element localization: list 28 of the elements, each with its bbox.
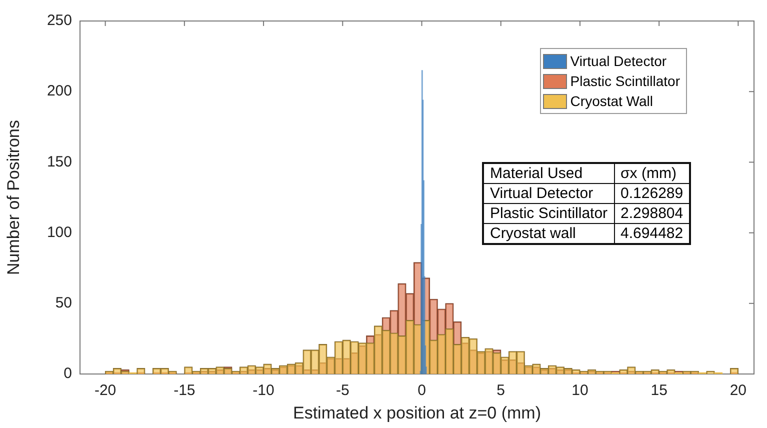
annotation: 4.694482	[614, 224, 690, 244]
y-axis-title: Number of Positrons	[4, 120, 23, 275]
legend-label: Cryostat Wall	[570, 92, 654, 111]
x-tick-label: 0	[418, 382, 426, 400]
x-tick-label: 5	[496, 382, 506, 400]
y-tick-label: 150	[46, 153, 72, 170]
x-tick-label: -20	[94, 382, 116, 400]
x-tick-label: 15	[650, 382, 668, 400]
y-tick-label: 100	[46, 224, 72, 241]
x-tick-label: 20	[730, 382, 747, 400]
legend-label: Plastic Scintillator	[570, 72, 680, 91]
y-tick-label: 200	[46, 82, 72, 100]
annotation: Material Used	[483, 163, 614, 184]
annotation: Plastic Scintillator	[483, 204, 614, 224]
y-tick-label: 250	[46, 12, 72, 30]
x-tick-label: -10	[252, 382, 274, 400]
x-tick-label: -5	[336, 382, 350, 400]
annotation: Virtual Detector	[483, 184, 614, 204]
annotation: 0.126289	[614, 184, 690, 204]
annotation: σx (mm)	[614, 163, 690, 184]
x-axis-title: Estimated x position at z=0 (mm)	[292, 403, 542, 422]
y-tick-label: 50	[55, 294, 72, 312]
y-tick-label: 0	[64, 365, 72, 382]
legend-label: Virtual Detector	[570, 52, 667, 71]
x-tick-label: 10	[572, 382, 588, 400]
annotation: Cryostat wall	[483, 224, 614, 244]
annotation: 2.298804	[614, 204, 690, 224]
x-tick-label: -15	[174, 382, 196, 400]
